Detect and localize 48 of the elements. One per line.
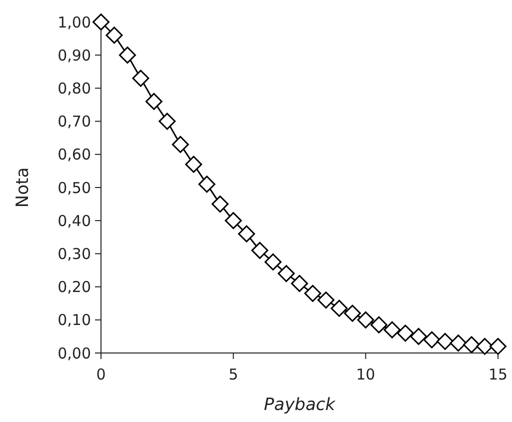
y-tick-label: 0,50: [58, 178, 91, 197]
point: [317, 292, 334, 309]
point: [384, 321, 401, 338]
y-tick-label: 0,80: [58, 79, 91, 98]
point: [291, 274, 308, 292]
point: [158, 112, 176, 130]
point: [132, 70, 150, 87]
point: [463, 336, 480, 354]
x-tick-label: 15: [488, 366, 508, 384]
point: [330, 300, 348, 317]
point: [370, 316, 388, 334]
point: [185, 156, 202, 173]
point: [106, 26, 123, 44]
y-axis-title: Nota: [13, 167, 33, 208]
point: [264, 253, 282, 270]
point: [238, 225, 256, 242]
y-tick-label: 0,30: [58, 244, 91, 263]
point: [450, 334, 467, 352]
y-tick-label: 0,70: [58, 112, 91, 131]
y-tick-label: 0,10: [58, 311, 91, 330]
x-tick-label: 5: [228, 366, 238, 384]
point: [198, 176, 216, 193]
point: [251, 242, 268, 259]
y-tick-label: 1,00: [58, 13, 91, 32]
point: [118, 46, 136, 64]
point: [145, 92, 162, 110]
x-axis-title: Payback: [264, 395, 336, 415]
point: [344, 304, 361, 322]
y-tick-label: 0,90: [58, 46, 91, 64]
point: [436, 332, 454, 350]
point: [304, 284, 322, 302]
y-tick-label: 0,00: [58, 344, 91, 362]
point: [476, 338, 494, 355]
x-tick-label: 0: [96, 366, 106, 384]
y-tick-label: 0,20: [58, 278, 91, 296]
point: [423, 331, 440, 348]
point: [357, 311, 374, 328]
point: [278, 265, 295, 282]
point: [396, 324, 414, 342]
x-tick-label: 10: [356, 366, 376, 384]
y-tick-label: 0,60: [58, 146, 91, 164]
y-tick-label: 0,40: [58, 212, 91, 230]
point: [172, 136, 189, 153]
point: [490, 338, 506, 355]
point: [212, 196, 229, 213]
point: [410, 328, 428, 345]
point: [92, 14, 110, 30]
point: [224, 212, 242, 230]
